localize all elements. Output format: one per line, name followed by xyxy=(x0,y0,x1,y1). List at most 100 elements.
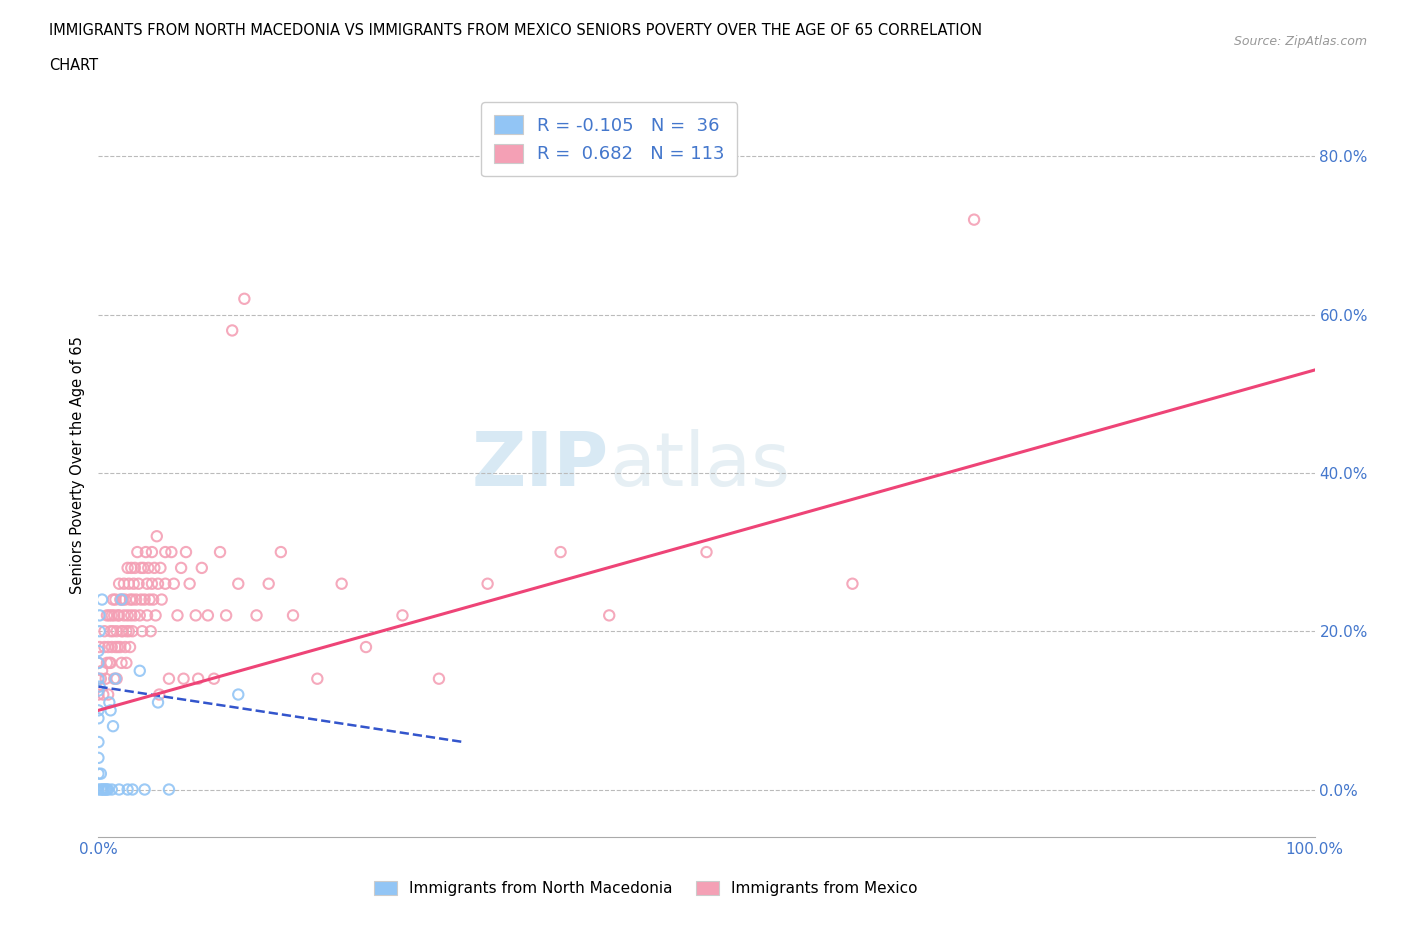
Point xyxy=(89,640,111,655)
Point xyxy=(87,687,110,702)
Point xyxy=(121,782,143,797)
Point xyxy=(148,687,170,702)
Point xyxy=(163,577,186,591)
Point xyxy=(209,545,232,560)
Point xyxy=(103,608,125,623)
Point xyxy=(149,561,172,576)
Point xyxy=(132,561,155,576)
Point xyxy=(155,577,177,591)
Point xyxy=(245,608,267,623)
Point xyxy=(391,608,413,623)
Point xyxy=(91,782,114,797)
Text: ZIP: ZIP xyxy=(472,429,609,501)
Point xyxy=(118,640,141,655)
Point xyxy=(101,719,124,734)
Point xyxy=(145,608,167,623)
Point xyxy=(96,782,118,797)
Point xyxy=(963,212,986,227)
Point xyxy=(90,671,112,686)
Point xyxy=(117,561,139,576)
Point xyxy=(114,640,136,655)
Point xyxy=(155,545,177,560)
Point xyxy=(103,671,125,686)
Point xyxy=(90,766,112,781)
Point xyxy=(157,782,180,797)
Point xyxy=(107,608,129,623)
Point xyxy=(598,608,620,623)
Point xyxy=(108,577,131,591)
Point xyxy=(97,640,120,655)
Point xyxy=(125,592,148,607)
Legend: Immigrants from North Macedonia, Immigrants from Mexico: Immigrants from North Macedonia, Immigra… xyxy=(367,873,925,904)
Point xyxy=(117,782,139,797)
Point xyxy=(127,545,149,560)
Point xyxy=(105,671,128,686)
Text: IMMIGRANTS FROM NORTH MACEDONIA VS IMMIGRANTS FROM MEXICO SENIORS POVERTY OVER T: IMMIGRANTS FROM NORTH MACEDONIA VS IMMIG… xyxy=(49,23,983,38)
Point xyxy=(107,640,129,655)
Point xyxy=(135,545,157,560)
Point xyxy=(111,624,134,639)
Point xyxy=(110,640,132,655)
Point xyxy=(174,545,197,560)
Point xyxy=(477,577,499,591)
Point xyxy=(138,592,160,607)
Point xyxy=(124,608,146,623)
Point xyxy=(257,577,280,591)
Point xyxy=(184,608,207,623)
Point xyxy=(104,640,127,655)
Point xyxy=(104,671,127,686)
Point xyxy=(122,577,145,591)
Point xyxy=(89,624,111,639)
Point xyxy=(97,687,120,702)
Point xyxy=(117,608,139,623)
Point xyxy=(146,695,169,710)
Point xyxy=(96,608,118,623)
Point xyxy=(110,656,132,671)
Point xyxy=(87,656,110,671)
Point xyxy=(160,545,183,560)
Point xyxy=(98,656,121,671)
Point xyxy=(129,561,152,576)
Point xyxy=(114,592,136,607)
Point xyxy=(100,624,122,639)
Point xyxy=(87,735,110,750)
Point xyxy=(128,577,150,591)
Point xyxy=(87,671,110,686)
Point xyxy=(101,624,124,639)
Point xyxy=(129,592,152,607)
Point xyxy=(115,656,138,671)
Point xyxy=(142,592,165,607)
Point xyxy=(101,782,124,797)
Point xyxy=(173,671,195,686)
Point xyxy=(136,561,159,576)
Point xyxy=(121,624,143,639)
Point xyxy=(141,545,163,560)
Point xyxy=(93,782,115,797)
Point xyxy=(281,608,304,623)
Point xyxy=(98,695,121,710)
Point xyxy=(179,577,201,591)
Point xyxy=(118,592,141,607)
Point xyxy=(120,561,142,576)
Point xyxy=(427,671,450,686)
Point xyxy=(93,624,115,639)
Point xyxy=(101,592,124,607)
Point xyxy=(100,656,122,671)
Point xyxy=(354,640,377,655)
Point xyxy=(91,592,114,607)
Point xyxy=(150,592,173,607)
Point xyxy=(118,624,141,639)
Point xyxy=(108,782,131,797)
Point xyxy=(128,663,150,678)
Point xyxy=(94,671,117,686)
Point xyxy=(696,545,718,560)
Point xyxy=(108,608,131,623)
Point xyxy=(87,766,110,781)
Point xyxy=(101,608,124,623)
Text: CHART: CHART xyxy=(49,58,98,73)
Point xyxy=(96,656,118,671)
Point xyxy=(120,608,142,623)
Point xyxy=(143,561,166,576)
Text: atlas: atlas xyxy=(609,429,790,501)
Point xyxy=(226,577,249,591)
